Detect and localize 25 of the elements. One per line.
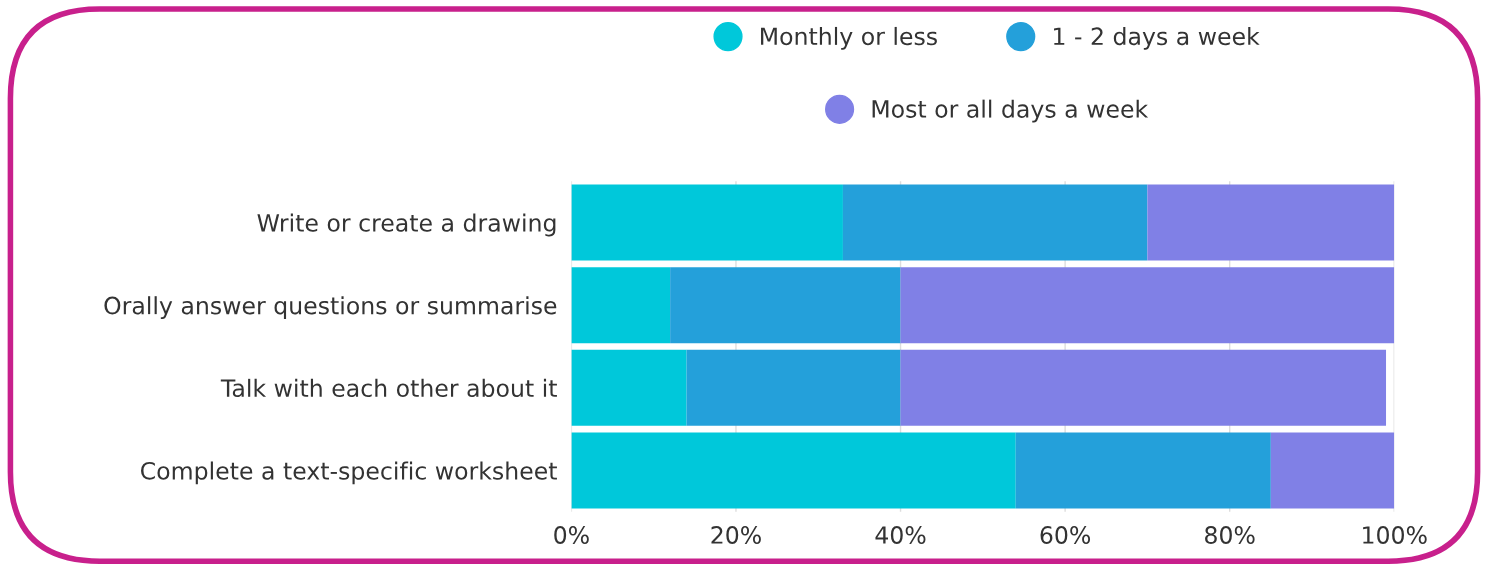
bar	[686, 349, 901, 426]
x-tick-label: 20%	[711, 526, 761, 544]
x-tick-label: 60%	[1040, 526, 1091, 544]
bar	[900, 349, 1387, 426]
bar	[571, 184, 843, 261]
y-tick-label: Orally answer questions or summarise	[104, 296, 557, 320]
legend-label: 1 - 2 days a week	[1054, 26, 1260, 50]
bar	[1147, 184, 1395, 261]
y-tick-label: Talk with each other about it	[220, 378, 557, 398]
x-tick-label: 0%	[554, 526, 589, 544]
y-tick-label: Complete a text-specific worksheet	[141, 461, 557, 485]
x-tick-label: 40%	[875, 526, 926, 544]
legend-label: Most or all days a week	[872, 99, 1149, 123]
bar	[1015, 432, 1271, 509]
bar	[670, 267, 901, 344]
y-tick-label: Write or create a drawing	[257, 213, 556, 237]
bar	[571, 267, 671, 344]
bar	[842, 184, 1148, 261]
x-tick-label: 80%	[1205, 526, 1255, 544]
bar	[1270, 432, 1395, 509]
bar	[571, 349, 687, 426]
bar	[900, 267, 1395, 344]
x-tick-label: 100%	[1363, 526, 1427, 544]
bar	[571, 432, 1016, 509]
legend-label: Monthly or less	[761, 26, 937, 50]
